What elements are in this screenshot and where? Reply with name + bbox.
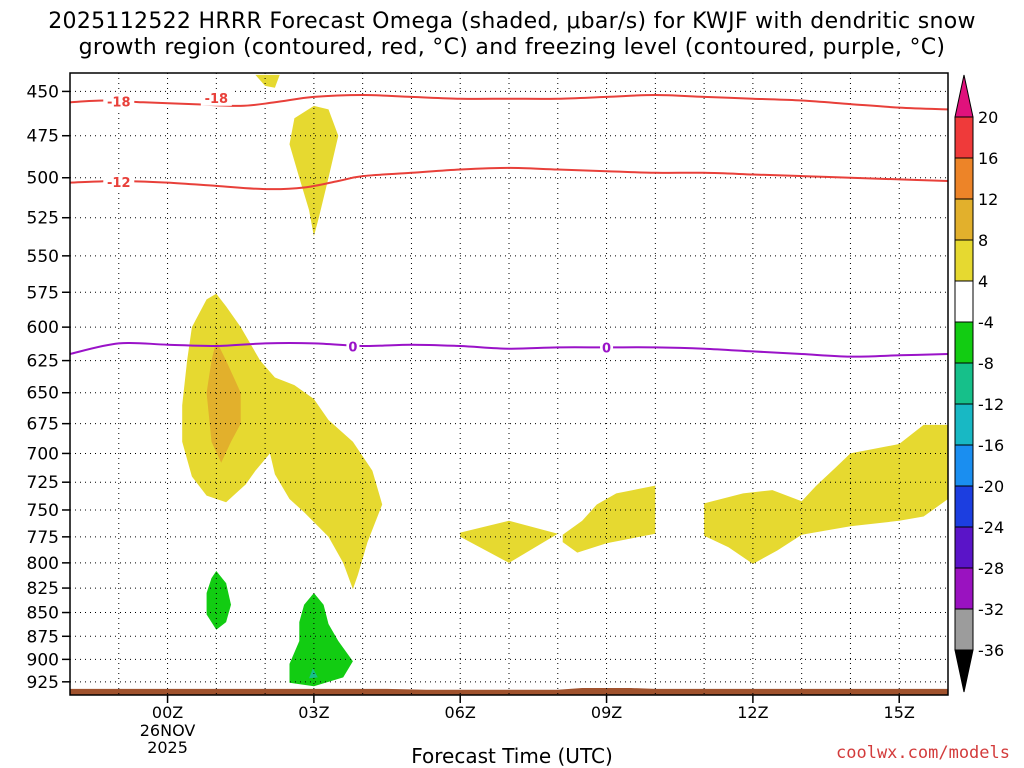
contour-label-bg (600, 339, 614, 356)
y-tick-label: 850 (27, 604, 59, 624)
x-tick-label: 12Z (737, 703, 768, 722)
x-tick-label: 03Z (298, 703, 329, 722)
contour-line-0 (70, 93, 948, 111)
contour-label-bg (103, 173, 135, 190)
colorbar-tick-label: -4 (978, 313, 994, 332)
chart-title-line-1: 2025112522 HRRR Forecast Omega (shaded, … (48, 9, 976, 34)
y-tick-label: 900 (27, 650, 59, 670)
colorbar-bin (954, 567, 974, 610)
colorbar-bin (954, 198, 974, 241)
colorbar-top-arrow (954, 74, 974, 118)
colorbar-bin (954, 157, 974, 200)
x-tick-label: 00Z (152, 703, 183, 722)
colorbar-tick-label: 20 (978, 108, 998, 127)
colorbar-bin (954, 526, 974, 569)
plot-frame (69, 72, 949, 696)
colorbar-bin (954, 608, 974, 651)
contour-label: -12 (107, 176, 131, 191)
x-tick-label: 06Z (445, 703, 476, 722)
colorbar-tick-label: -32 (978, 600, 1004, 619)
y-tick-label: 625 (27, 352, 59, 372)
contour-label-bg (103, 93, 135, 110)
credit-text[interactable]: coolwx.com/models (836, 743, 1010, 763)
contour-label: 0 (602, 341, 611, 356)
contour-line-1 (70, 166, 948, 191)
contour-line-2 (70, 341, 948, 358)
y-tick-label: 525 (27, 209, 59, 229)
x-axis-label: Forecast Time (UTC) (411, 744, 613, 768)
colorbar-tick-label: 4 (978, 272, 988, 291)
y-tick-label: 600 (27, 318, 59, 338)
y-tick-label: 825 (27, 579, 59, 599)
y-tick-label: 650 (27, 384, 59, 404)
omega-shaded-region-2 (182, 293, 383, 590)
y-tick-label: 475 (27, 127, 59, 147)
grid-lines (70, 73, 948, 695)
y-tick-label: 700 (27, 444, 59, 464)
colorbar-tick-label: -12 (978, 395, 1004, 414)
omega-shaded-region-6 (704, 424, 948, 564)
y-tick-label: 500 (27, 169, 59, 189)
omega-shaded-region-1 (289, 105, 339, 237)
x-tick-label: 15Z (884, 703, 915, 722)
omega-shaded-region-4 (460, 520, 558, 563)
y-tick-label: 750 (27, 501, 59, 521)
y-tick-label: 875 (27, 627, 59, 647)
colorbar-bin (954, 403, 974, 446)
colorbar-bottom-arrow (954, 649, 974, 693)
colorbar-tick-label: -24 (978, 518, 1004, 537)
contour-label-bg (346, 338, 360, 355)
omega-shaded-region-0 (255, 74, 280, 88)
colorbar-tick-label: -8 (978, 354, 994, 373)
y-tick-label: 450 (27, 82, 59, 102)
y-tick-label: 575 (27, 283, 59, 303)
y-tick-label: 775 (27, 528, 59, 548)
colorbar-tick-label: -28 (978, 559, 1004, 578)
colorbar-bin (954, 321, 974, 364)
x-tick-year: 2025 (147, 738, 188, 757)
contour-label-bg (200, 89, 232, 106)
omega-shaded-region-3 (206, 340, 241, 463)
colorbar-bin (954, 239, 974, 282)
colorbar-tick-label: 16 (978, 149, 998, 168)
colorbar-tick-label: -20 (978, 477, 1004, 496)
colorbar-bin (954, 485, 974, 528)
omega-shaded-region-5 (562, 485, 656, 553)
contour-label: -18 (205, 92, 229, 107)
y-tick-label: 550 (27, 247, 59, 267)
colorbar-tick-label: 12 (978, 190, 998, 209)
colorbar-bin (954, 362, 974, 405)
colorbar-tick-label: 8 (978, 231, 988, 250)
contour-label: -18 (107, 95, 131, 110)
y-tick-label: 925 (27, 673, 59, 693)
colorbar-bin (954, 280, 974, 323)
colorbar-bin (954, 444, 974, 487)
x-tick-label: 09Z (591, 703, 622, 722)
y-tick-label: 675 (27, 415, 59, 435)
plot-area: -18 -18 -12 0 0 (70, 73, 948, 695)
contour-label: 0 (348, 341, 357, 356)
omega-shaded-region-8 (289, 593, 353, 687)
omega-shaded-region-7 (206, 571, 231, 630)
y-tick-label: 725 (27, 473, 59, 493)
y-tick-label: 800 (27, 554, 59, 574)
terrain-ground (70, 688, 948, 695)
colorbar-tick-label: -36 (978, 641, 1004, 660)
colorbar-tick-label: -16 (978, 436, 1004, 455)
colorbar-bin (954, 116, 974, 159)
x-tick-date: 26NOV (140, 721, 196, 740)
chart-title-line-2: growth region (contoured, red, °C) and f… (78, 35, 946, 60)
